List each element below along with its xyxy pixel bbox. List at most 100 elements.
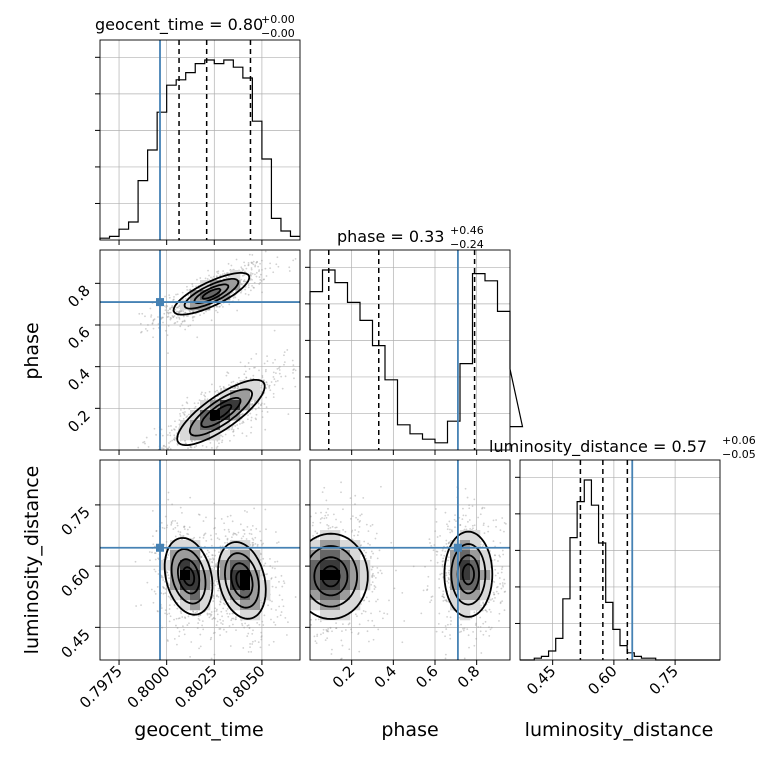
sample-point bbox=[174, 420, 176, 423]
x-tick-label: 0.6 bbox=[412, 662, 442, 692]
sample-point bbox=[281, 573, 283, 575]
sample-point bbox=[216, 537, 219, 540]
sample-point bbox=[371, 566, 374, 569]
sample-point bbox=[448, 541, 451, 544]
density-cell bbox=[480, 590, 491, 601]
sample-point bbox=[306, 550, 308, 552]
sample-point bbox=[251, 640, 254, 643]
sample-point bbox=[272, 371, 275, 374]
sample-point bbox=[205, 539, 208, 542]
sample-point bbox=[183, 525, 186, 528]
sample-point bbox=[351, 515, 354, 518]
sample-point bbox=[236, 387, 239, 390]
sample-point bbox=[157, 610, 159, 613]
sample-point bbox=[211, 557, 214, 560]
sample-point bbox=[292, 259, 295, 262]
sample-point bbox=[164, 445, 167, 448]
sample-point bbox=[264, 267, 267, 270]
sample-point bbox=[445, 542, 448, 545]
sample-point bbox=[217, 595, 220, 598]
sample-point bbox=[221, 615, 223, 618]
sample-point bbox=[431, 595, 434, 598]
sample-point bbox=[378, 610, 381, 613]
sample-point bbox=[247, 651, 250, 653]
title-geocent-time-sub: −0.00 bbox=[261, 27, 295, 40]
sample-point bbox=[294, 629, 296, 631]
sample-point bbox=[270, 618, 272, 621]
sample-point bbox=[459, 524, 462, 526]
sample-point bbox=[169, 434, 172, 437]
sample-point bbox=[151, 322, 154, 324]
truth-marker bbox=[156, 298, 164, 307]
sample-point bbox=[211, 277, 214, 280]
sample-point bbox=[152, 468, 154, 470]
sample-point bbox=[250, 267, 253, 269]
sample-point bbox=[187, 325, 190, 328]
sample-point bbox=[198, 536, 201, 539]
ylabel-phase: phase bbox=[21, 322, 43, 379]
sample-point bbox=[173, 438, 176, 441]
sample-point bbox=[243, 509, 246, 512]
sample-point bbox=[492, 519, 495, 522]
sample-point bbox=[173, 428, 175, 431]
sample-point bbox=[372, 572, 374, 575]
density-cell bbox=[170, 540, 181, 551]
y-tick-label: 0.75 bbox=[57, 503, 93, 539]
sample-point bbox=[251, 272, 254, 275]
sample-point bbox=[341, 630, 343, 633]
sample-point bbox=[222, 386, 225, 389]
sample-point bbox=[226, 272, 229, 275]
sample-point bbox=[195, 285, 198, 288]
sample-point bbox=[168, 442, 170, 444]
sample-point bbox=[219, 627, 222, 630]
sample-point bbox=[264, 508, 267, 511]
sample-point bbox=[172, 528, 175, 530]
sample-point bbox=[251, 543, 254, 546]
sample-point bbox=[377, 628, 380, 631]
sample-point bbox=[206, 454, 208, 456]
density-cell bbox=[180, 590, 191, 601]
sample-point bbox=[359, 514, 362, 517]
sample-point bbox=[499, 529, 502, 532]
sample-point bbox=[301, 359, 303, 361]
sample-point bbox=[191, 440, 194, 443]
sample-point bbox=[218, 442, 220, 445]
density-cell bbox=[320, 560, 331, 571]
contour-line bbox=[163, 537, 214, 616]
sample-point bbox=[169, 448, 172, 450]
sample-point bbox=[209, 638, 212, 641]
sample-point bbox=[189, 288, 192, 291]
sample-point bbox=[293, 577, 295, 579]
sample-point bbox=[174, 519, 177, 522]
sample-point bbox=[276, 542, 278, 544]
sample-point bbox=[241, 412, 244, 415]
sample-point bbox=[170, 523, 173, 526]
sample-point bbox=[232, 387, 235, 390]
density-cell bbox=[310, 590, 321, 601]
sample-point bbox=[134, 560, 137, 563]
sample-point bbox=[444, 635, 446, 638]
panel-luminosity-distance-vs-phase: 0.2 0.4 0.6 0.8 bbox=[281, 459, 511, 692]
sample-point bbox=[251, 632, 254, 635]
sample-point bbox=[283, 517, 285, 519]
sample-point bbox=[176, 442, 179, 445]
sample-point bbox=[256, 545, 259, 547]
x-tick-label: 0.8025 bbox=[171, 662, 221, 712]
sample-point bbox=[168, 604, 171, 607]
sample-point bbox=[370, 568, 373, 571]
sample-point bbox=[248, 253, 251, 256]
sample-point bbox=[441, 560, 444, 563]
sample-point bbox=[179, 453, 181, 455]
x-tick-label: 0.4 bbox=[371, 662, 401, 692]
sample-point bbox=[306, 578, 308, 580]
sample-point bbox=[214, 398, 217, 400]
sample-point bbox=[261, 410, 264, 413]
sample-point bbox=[173, 618, 175, 621]
sample-point bbox=[194, 611, 197, 614]
sample-point bbox=[342, 508, 344, 511]
sample-point bbox=[365, 596, 368, 599]
sample-point bbox=[367, 530, 370, 533]
sample-point bbox=[449, 637, 452, 640]
sample-point bbox=[251, 284, 253, 287]
sample-point bbox=[297, 579, 299, 581]
